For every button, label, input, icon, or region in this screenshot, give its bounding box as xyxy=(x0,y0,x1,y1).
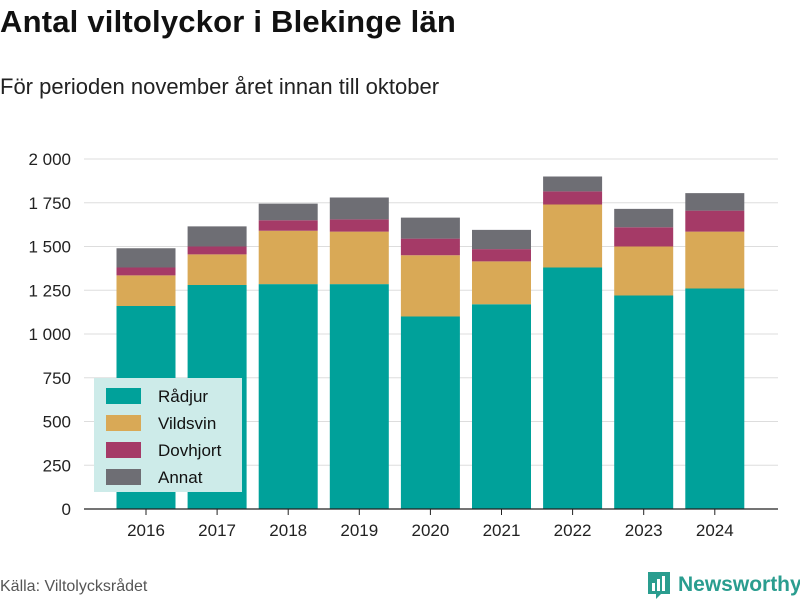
y-axis-ticks: 0 250 500 750 1 000 1 250 1 500 1 750 2 000 xyxy=(28,150,71,519)
bar-segment-2019-vildsvin xyxy=(329,231,389,285)
x-tick-label: 2024 xyxy=(696,521,734,540)
bar-segment-2021-rådjur xyxy=(472,304,531,509)
y-tick-label: 1 000 xyxy=(28,325,71,344)
bar-segment-2023-dovhjort xyxy=(614,227,674,247)
bar-segment-2016-annat xyxy=(116,248,176,268)
x-tick-label: 2020 xyxy=(411,521,449,540)
bar-segment-2021-dovhjort xyxy=(472,249,531,262)
y-tick-label: 1 250 xyxy=(28,281,71,300)
source-note: Källa: Viltolycksrådet xyxy=(0,578,148,595)
x-axis: 2016 2017 2018 2019 2020 2021 2022 2023 2024 xyxy=(84,508,778,540)
bar-segment-2018-rådjur xyxy=(258,284,318,509)
legend-swatch-dovhjort xyxy=(106,442,141,458)
bar-segment-2019-annat xyxy=(329,197,389,220)
chart-title: Antal viltolyckor i Blekinge län xyxy=(0,4,457,39)
bar-segment-2021-vildsvin xyxy=(472,261,531,305)
y-tick-label: 500 xyxy=(43,413,71,432)
legend-label: Dovhjort xyxy=(158,441,222,460)
legend-label: Vildsvin xyxy=(158,414,216,433)
chart-subtitle: För perioden november året innan till ok… xyxy=(0,74,440,99)
x-tick-label: 2017 xyxy=(198,521,236,540)
bar-segment-2020-rådjur xyxy=(400,316,460,509)
x-tick-label: 2018 xyxy=(269,521,307,540)
legend-swatch-rådjur xyxy=(106,388,141,404)
legend-swatch-annat xyxy=(106,469,141,485)
bar-segment-2016-dovhjort xyxy=(116,267,176,276)
bar-segment-2024-dovhjort xyxy=(685,210,745,232)
bar-segment-2019-rådjur xyxy=(329,284,389,509)
newsworthy-icon xyxy=(648,572,670,599)
legend-label: Rådjur xyxy=(158,387,208,406)
bar-segment-2024-rådjur xyxy=(685,288,745,509)
bar-segment-2022-annat xyxy=(543,176,603,192)
bar-segment-2020-dovhjort xyxy=(400,238,460,256)
bar-segment-2017-dovhjort xyxy=(187,246,247,255)
brand-name: Newsworthy xyxy=(678,573,800,596)
bar-segment-2022-vildsvin xyxy=(543,204,603,268)
legend: Rådjur Vildsvin Dovhjort Annat xyxy=(94,378,242,492)
y-tick-label: 0 xyxy=(62,500,71,519)
bar-segment-2020-vildsvin xyxy=(400,255,460,317)
y-tick-label: 250 xyxy=(43,456,71,475)
bar-segment-2017-vildsvin xyxy=(187,254,247,285)
bar-segment-2024-vildsvin xyxy=(685,231,745,289)
bar-segment-2020-annat xyxy=(400,217,460,239)
bar-segment-2016-vildsvin xyxy=(116,275,176,306)
y-tick-label: 1 750 xyxy=(28,194,71,213)
bar-segment-2023-vildsvin xyxy=(614,246,674,296)
bar-segment-2024-annat xyxy=(685,193,745,211)
bar-segment-2017-annat xyxy=(187,226,247,247)
x-tick-label: 2019 xyxy=(340,521,378,540)
bar-segment-2023-rådjur xyxy=(614,295,674,509)
bar-segment-2021-annat xyxy=(472,229,531,250)
bar-segment-2022-dovhjort xyxy=(543,191,603,205)
bar-segment-2023-annat xyxy=(614,208,674,228)
bar-segment-2019-dovhjort xyxy=(329,219,389,232)
x-tick-label: 2022 xyxy=(554,521,592,540)
bar-segment-2018-dovhjort xyxy=(258,220,318,231)
y-tick-label: 1 500 xyxy=(28,238,71,257)
bar-segment-2018-annat xyxy=(258,203,318,221)
bar-segment-2018-vildsvin xyxy=(258,230,318,285)
x-tick-label: 2023 xyxy=(625,521,663,540)
y-tick-label: 2 000 xyxy=(28,150,71,169)
bar-segment-2022-rådjur xyxy=(543,267,603,509)
x-tick-label: 2016 xyxy=(127,521,165,540)
brand-logo[interactable]: Newsworthy xyxy=(646,570,800,600)
y-tick-label: 750 xyxy=(43,369,71,388)
legend-label: Annat xyxy=(158,468,203,487)
legend-swatch-vildsvin xyxy=(106,415,141,431)
x-tick-label: 2021 xyxy=(483,521,521,540)
